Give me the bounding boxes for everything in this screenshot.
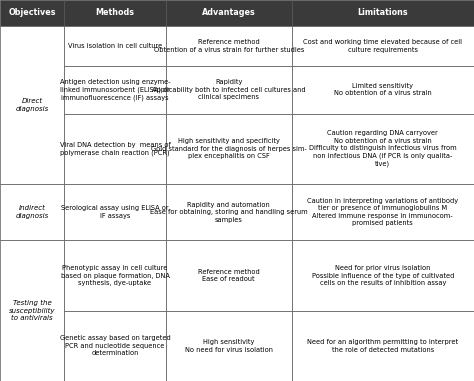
- Bar: [0, 184, 64, 240]
- Bar: [64, 66, 166, 114]
- Bar: [64, 0, 166, 26]
- Text: Genetic assay based on targeted
PCR and nucleotide sequence
determination: Genetic assay based on targeted PCR and …: [60, 335, 170, 357]
- Bar: [64, 311, 166, 381]
- Bar: [0, 26, 64, 184]
- Bar: [64, 240, 166, 311]
- Text: High sensitivity and specificity
Gold standard for the diagnosis of herpes sim-
: High sensitivity and specificity Gold st…: [151, 138, 307, 159]
- Text: Reference method
Ease of readout: Reference method Ease of readout: [198, 269, 260, 282]
- Text: High sensitivity
No need for virus isolation: High sensitivity No need for virus isola…: [185, 339, 273, 353]
- Bar: [292, 114, 474, 184]
- Bar: [292, 66, 474, 114]
- Text: Serological assay using ELISA or
IF assays: Serological assay using ELISA or IF assa…: [61, 205, 169, 219]
- Text: Objectives: Objectives: [8, 8, 56, 18]
- Text: Reference method
Obtention of a virus strain for further studies: Reference method Obtention of a virus st…: [154, 39, 304, 53]
- Text: Antigen detection using enzyme-
linked immunosorbent (ELISA) or
immunofluorescen: Antigen detection using enzyme- linked i…: [60, 79, 170, 101]
- Bar: [64, 184, 166, 240]
- Bar: [292, 0, 474, 26]
- Text: Caution regarding DNA carryover
No obtention of a virus strain
Difficulty to dis: Caution regarding DNA carryover No obten…: [309, 130, 456, 167]
- Bar: [292, 184, 474, 240]
- Bar: [292, 26, 474, 66]
- Text: Advantages: Advantages: [202, 8, 255, 18]
- Text: Need for an algorithm permitting to interpret
the role of detected mutations: Need for an algorithm permitting to inte…: [307, 339, 458, 353]
- Bar: [0, 240, 64, 381]
- Bar: [292, 240, 474, 311]
- Bar: [166, 311, 292, 381]
- Bar: [166, 26, 292, 66]
- Text: Virus isolation in cell culture: Virus isolation in cell culture: [68, 43, 162, 49]
- Bar: [166, 66, 292, 114]
- Text: Need for prior virus isolation
Possible influence of the type of cultivated
cell: Need for prior virus isolation Possible …: [311, 265, 454, 286]
- Text: Indirect
diagnosis: Indirect diagnosis: [15, 205, 49, 219]
- Bar: [166, 0, 292, 26]
- Bar: [292, 311, 474, 381]
- Text: Direct
diagnosis: Direct diagnosis: [15, 98, 49, 112]
- Text: Cost and working time elevated because of cell
culture requirements: Cost and working time elevated because o…: [303, 39, 462, 53]
- Bar: [64, 26, 166, 66]
- Bar: [0, 0, 64, 26]
- Text: Testing the
susceptibility
to antivirals: Testing the susceptibility to antivirals: [9, 300, 55, 321]
- Bar: [64, 114, 166, 184]
- Text: Phenotypic assay in cell culture
based on plaque formation, DNA
synthesis, dye-u: Phenotypic assay in cell culture based o…: [61, 265, 169, 286]
- Text: Rapidity and automation
Ease for obtaining, storing and handling serum
samples: Rapidity and automation Ease for obtaini…: [150, 202, 308, 223]
- Bar: [166, 114, 292, 184]
- Text: Caution in interpreting variations of antibody
tier or presence of immunoglobuli: Caution in interpreting variations of an…: [307, 198, 458, 226]
- Text: Methods: Methods: [95, 8, 135, 18]
- Text: Rapidity
Applicability both to infected cell cultures and
clinical specimens: Rapidity Applicability both to infected …: [152, 79, 306, 100]
- Text: Limited sensitivity
No obtention of a virus strain: Limited sensitivity No obtention of a vi…: [334, 83, 432, 96]
- Bar: [166, 184, 292, 240]
- Text: Limitations: Limitations: [357, 8, 408, 18]
- Bar: [166, 240, 292, 311]
- Text: Viral DNA detection by  means of
polymerase chain reaction (PCR): Viral DNA detection by means of polymera…: [60, 142, 170, 156]
